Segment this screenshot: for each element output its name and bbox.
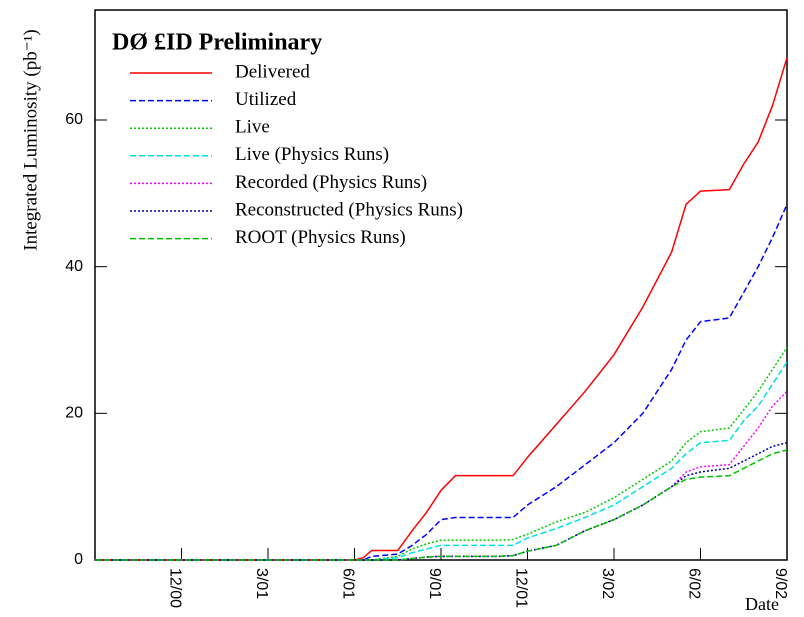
legend-label: Utilized bbox=[235, 89, 297, 110]
y-tick-label: 0 bbox=[74, 551, 83, 568]
legend-label: Delivered bbox=[235, 61, 310, 82]
x-tick-label: 3/01 bbox=[253, 568, 270, 599]
legend-label: Reconstructed (Physics Runs) bbox=[235, 199, 463, 220]
x-tick-label: 6/02 bbox=[685, 568, 702, 599]
data-line bbox=[95, 441, 788, 561]
x-tick-label: 12/00 bbox=[166, 568, 183, 608]
x-tick-label: 9/02 bbox=[772, 568, 789, 599]
x-axis-label: Date bbox=[745, 594, 779, 614]
data-line bbox=[95, 346, 788, 561]
legend-label: ROOT (Physics Runs) bbox=[235, 227, 406, 248]
legend-label: Live (Physics Runs) bbox=[235, 144, 389, 165]
chart-title: DØ £ID Preliminary bbox=[112, 30, 322, 56]
legend-label: Live bbox=[235, 117, 270, 138]
data-line bbox=[95, 449, 788, 561]
y-tick-label: 20 bbox=[65, 405, 83, 422]
x-tick-label: 6/01 bbox=[339, 568, 356, 599]
data-line bbox=[95, 390, 788, 561]
x-tick-label: 9/01 bbox=[426, 568, 443, 599]
data-line bbox=[95, 204, 788, 561]
data-line bbox=[95, 361, 788, 561]
y-axis-label: Integrated Luminosity (pb⁻¹) bbox=[20, 29, 41, 251]
x-tick-label: 12/01 bbox=[512, 568, 529, 608]
y-tick-label: 60 bbox=[65, 111, 83, 128]
data-line bbox=[95, 57, 788, 561]
y-tick-label: 40 bbox=[65, 258, 83, 275]
plot-frame bbox=[94, 9, 788, 561]
x-tick-label: 3/02 bbox=[599, 568, 616, 599]
legend-label: Recorded (Physics Runs) bbox=[235, 172, 427, 193]
